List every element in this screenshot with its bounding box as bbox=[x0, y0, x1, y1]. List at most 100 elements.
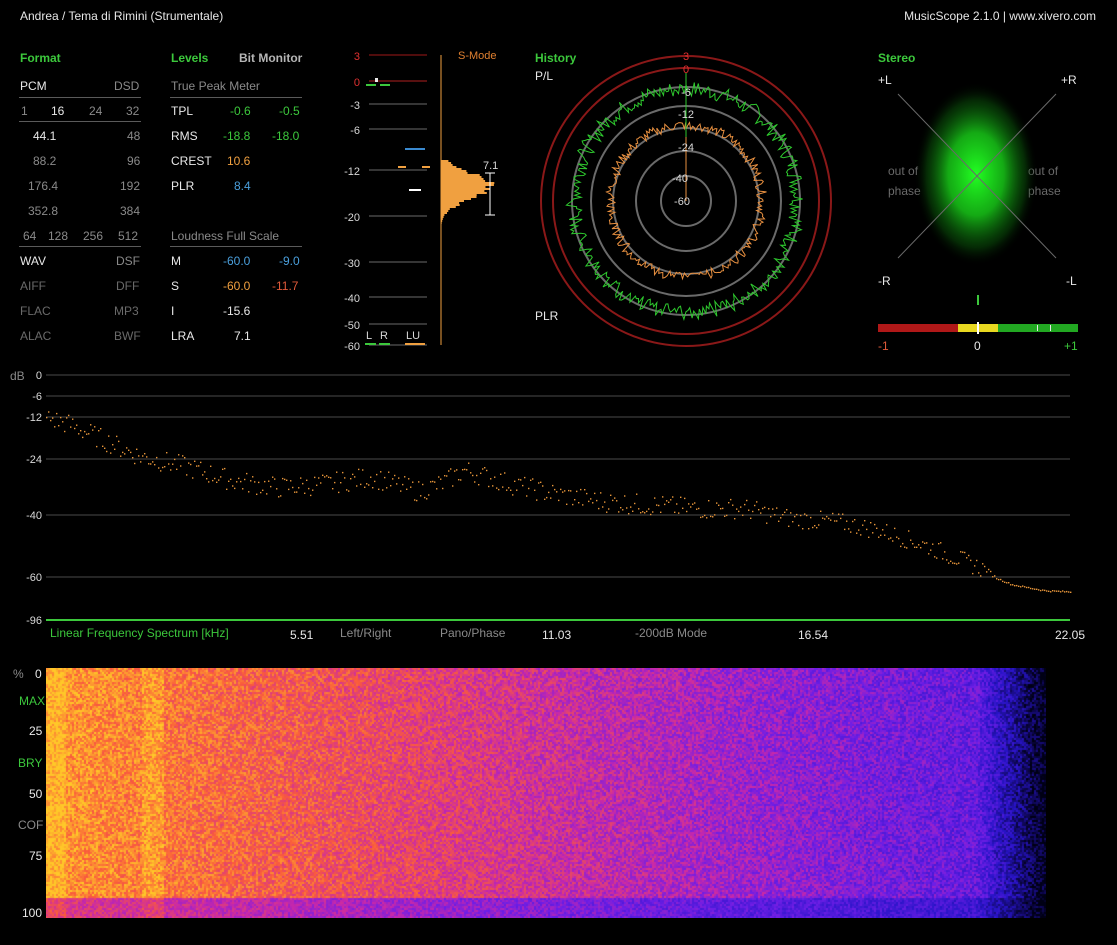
spectrum-point bbox=[996, 578, 998, 580]
spectrum-point bbox=[774, 514, 776, 516]
spectrum-point bbox=[906, 547, 908, 549]
spectrum-point bbox=[330, 477, 332, 479]
spectrum-point bbox=[170, 469, 172, 471]
spectrum-point bbox=[278, 496, 280, 498]
spectrum-point bbox=[46, 416, 48, 419]
spectrum-point bbox=[540, 481, 542, 483]
minus-200db-toggle[interactable]: -200dB Mode bbox=[635, 626, 708, 640]
spectrum-point bbox=[412, 481, 414, 483]
spectrum-point bbox=[50, 419, 52, 422]
spectrum-point bbox=[940, 542, 942, 544]
spectrum-point bbox=[750, 517, 752, 519]
spectrum-point bbox=[898, 537, 900, 540]
s-mode-toggle[interactable]: S-Mode bbox=[458, 50, 497, 62]
spectrum-point bbox=[280, 495, 282, 497]
spectrum-point bbox=[650, 513, 652, 516]
rate-96: 96 bbox=[127, 154, 141, 168]
spectrum-point bbox=[838, 513, 840, 515]
spectrum-point bbox=[416, 499, 418, 502]
pano-phase-toggle[interactable]: Pano/Phase bbox=[440, 626, 506, 640]
loudness-histogram bbox=[441, 160, 495, 234]
rate-352-8: 352.8 bbox=[28, 204, 59, 218]
spectrum-point bbox=[348, 490, 350, 492]
spectrum-point bbox=[90, 424, 92, 426]
histogram-bar bbox=[441, 176, 482, 178]
ring-label: -24 bbox=[678, 142, 694, 154]
spectrum-point bbox=[1012, 584, 1014, 586]
spectrum-point bbox=[132, 457, 134, 459]
spectrum-point bbox=[106, 450, 108, 453]
spectrum-point bbox=[888, 538, 890, 540]
spectrum-point bbox=[746, 499, 748, 502]
pl-label: P/L bbox=[535, 69, 554, 83]
spectrum-point bbox=[526, 495, 528, 497]
left-peak-marker bbox=[366, 84, 376, 86]
ring-3db bbox=[540, 55, 832, 347]
spectrum-point bbox=[180, 465, 182, 467]
spectrogram-bry-toggle[interactable]: BRY bbox=[18, 756, 43, 770]
spectrum-point bbox=[294, 491, 296, 493]
spectrum-point bbox=[286, 479, 288, 481]
histogram-bar bbox=[441, 184, 494, 186]
meter-tick: -6 bbox=[350, 125, 360, 137]
spectrum-point bbox=[318, 477, 320, 479]
spectrogram-max-toggle[interactable]: MAX bbox=[19, 694, 46, 708]
spectrum-point bbox=[716, 502, 718, 504]
ring-label: 0 bbox=[683, 64, 689, 76]
spectrum-point bbox=[432, 480, 434, 483]
left-right-toggle[interactable]: Left/Right bbox=[340, 626, 392, 640]
spectrum-point bbox=[1004, 581, 1006, 583]
spectrogram-cof-toggle[interactable]: COF bbox=[18, 818, 44, 832]
spectrum-point bbox=[550, 497, 552, 499]
spectrum-point bbox=[256, 493, 258, 495]
meter-tick: -40 bbox=[344, 293, 360, 305]
spectrum-point bbox=[700, 516, 702, 519]
spectrum-point bbox=[428, 494, 430, 496]
spectrum-point bbox=[864, 520, 866, 522]
spectrum-point bbox=[1010, 584, 1012, 586]
spectrum-point bbox=[802, 528, 804, 530]
spectrum-point bbox=[498, 488, 500, 491]
spectrogram-tick: 100 bbox=[22, 906, 43, 920]
dsd-128: 128 bbox=[48, 229, 69, 243]
spectrum-point bbox=[986, 571, 988, 573]
spectrum-point bbox=[758, 509, 760, 511]
spectrum-point bbox=[272, 476, 274, 478]
spectrum-point bbox=[458, 479, 460, 481]
spectrum-point bbox=[976, 559, 978, 562]
spectrum-point bbox=[1030, 587, 1032, 590]
spectrum-point bbox=[116, 435, 118, 438]
spectrum-point bbox=[438, 476, 440, 478]
spectrum-point bbox=[694, 502, 696, 504]
plr-label: PLR bbox=[171, 179, 195, 193]
spectrum-point bbox=[208, 481, 210, 483]
spectrum-point bbox=[48, 411, 50, 413]
spectrum-point bbox=[184, 457, 186, 459]
spectrogram-tick: 0 bbox=[35, 667, 42, 681]
spectrum-point bbox=[450, 468, 452, 470]
histogram-bar bbox=[441, 160, 449, 162]
spectrum-trace bbox=[46, 411, 1072, 593]
spectrum-point bbox=[968, 554, 970, 557]
spectrum-point bbox=[380, 471, 382, 473]
spectrum-point bbox=[654, 497, 656, 499]
ring-label: -40 bbox=[672, 173, 688, 185]
spectrum-point bbox=[866, 528, 868, 531]
spectrum-point bbox=[488, 485, 490, 488]
spectrum-point bbox=[770, 515, 772, 518]
bit-monitor-toggle[interactable]: Bit Monitor bbox=[239, 51, 303, 65]
spectrum-point bbox=[930, 549, 932, 551]
spectrum-point bbox=[292, 486, 294, 489]
spectrum-point bbox=[1056, 590, 1058, 592]
spectrum-mode-linear[interactable]: Linear Frequency Spectrum [kHz] bbox=[50, 626, 229, 640]
spectrum-point bbox=[686, 510, 688, 513]
spectrum-point bbox=[1016, 584, 1018, 587]
spectrum-point bbox=[426, 498, 428, 500]
spectrum-point bbox=[644, 512, 646, 514]
histogram-bar bbox=[441, 194, 477, 196]
spectrum-point bbox=[168, 463, 170, 465]
spectrum-point bbox=[196, 465, 198, 467]
histogram-bar bbox=[441, 210, 449, 212]
spectrum-point bbox=[506, 489, 508, 491]
spectrum-point bbox=[1070, 591, 1072, 593]
